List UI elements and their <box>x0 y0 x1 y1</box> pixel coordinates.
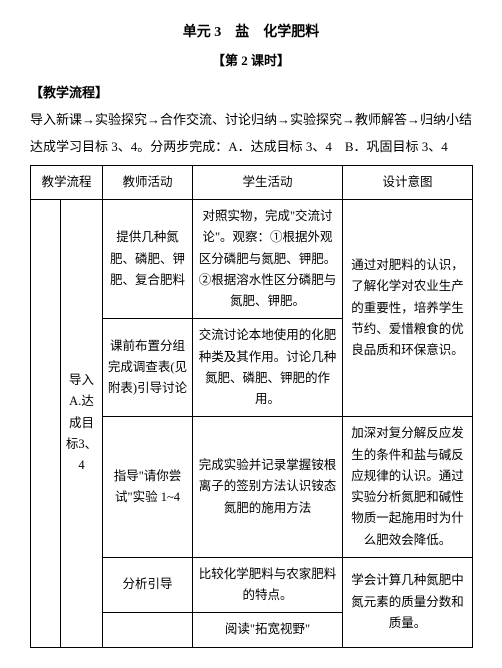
cell-student: 交流讨论本地使用的化肥种类及其作用。讨论几种氮肥、磷肥、钾肥的作用。 <box>193 319 343 417</box>
cell-student: 完成实验并记录掌握铵根离子的签别方法认识铵态氮肥的施用方法 <box>193 417 343 558</box>
flow-line-2: 达成学习目标 3、4。分两步完成：A．达成目标 3、4 B．巩固目标 3、4 <box>30 135 472 158</box>
cell-intent: 通过对肥料的认识，了解化学对农业生产的重要性，培养学生节约、爱惜粮食的优良品质和… <box>343 200 473 417</box>
cell-intent: 学会计算几种氮肥中氮元素的质量分数和质量。 <box>343 557 473 647</box>
cell-teacher: 课前布置分组完成调查表(见附表)引导讨论 <box>103 319 193 417</box>
row-group-label: 导入A.达成目标3、4 <box>61 200 103 648</box>
unit-title: 单元 3 盐 化学肥料 <box>30 20 472 45</box>
flow-line-1: 导入新课→实验探究→合作交流、讨论归纳→实验探究→教师解答→归纳小结 <box>30 108 472 131</box>
header-teacher: 教师活动 <box>103 165 193 199</box>
lesson-table: 教学流程 教师活动 学生活动 设计意图 导入A.达成目标3、4 提供几种氮肥、磷… <box>30 165 473 648</box>
cell-student: 对照实物，完成"交流讨论"。观察：①根据外观区分磷肥与氮肥、钾肥。②根据溶水性区… <box>193 200 343 319</box>
table-header-row: 教学流程 教师活动 学生活动 设计意图 <box>31 165 473 199</box>
cell-teacher: 指导"请你尝试"实验 1~4 <box>103 417 193 558</box>
row-empty-left <box>31 200 61 648</box>
cell-student: 阅读"拓宽视野" <box>193 613 343 647</box>
lesson-subtitle: 【第 2 课时】 <box>30 49 472 72</box>
cell-student: 比较化学肥料与农家肥料的特点。 <box>193 557 343 613</box>
header-intent: 设计意图 <box>343 165 473 199</box>
cell-teacher: 提供几种氮肥、磷肥、钾肥、复合肥料 <box>103 200 193 319</box>
cell-teacher <box>103 613 193 647</box>
section-label: 【教学流程】 <box>30 81 472 104</box>
header-teaching-flow: 教学流程 <box>31 165 103 199</box>
table-row: 导入A.达成目标3、4 提供几种氮肥、磷肥、钾肥、复合肥料 对照实物，完成"交流… <box>31 200 473 319</box>
header-student: 学生活动 <box>193 165 343 199</box>
cell-intent: 加深对复分解反应发生的条件和盐与碱反应规律的认识。通过实验分析氮肥和碱性物质一起… <box>343 417 473 558</box>
cell-teacher: 分析引导 <box>103 557 193 613</box>
